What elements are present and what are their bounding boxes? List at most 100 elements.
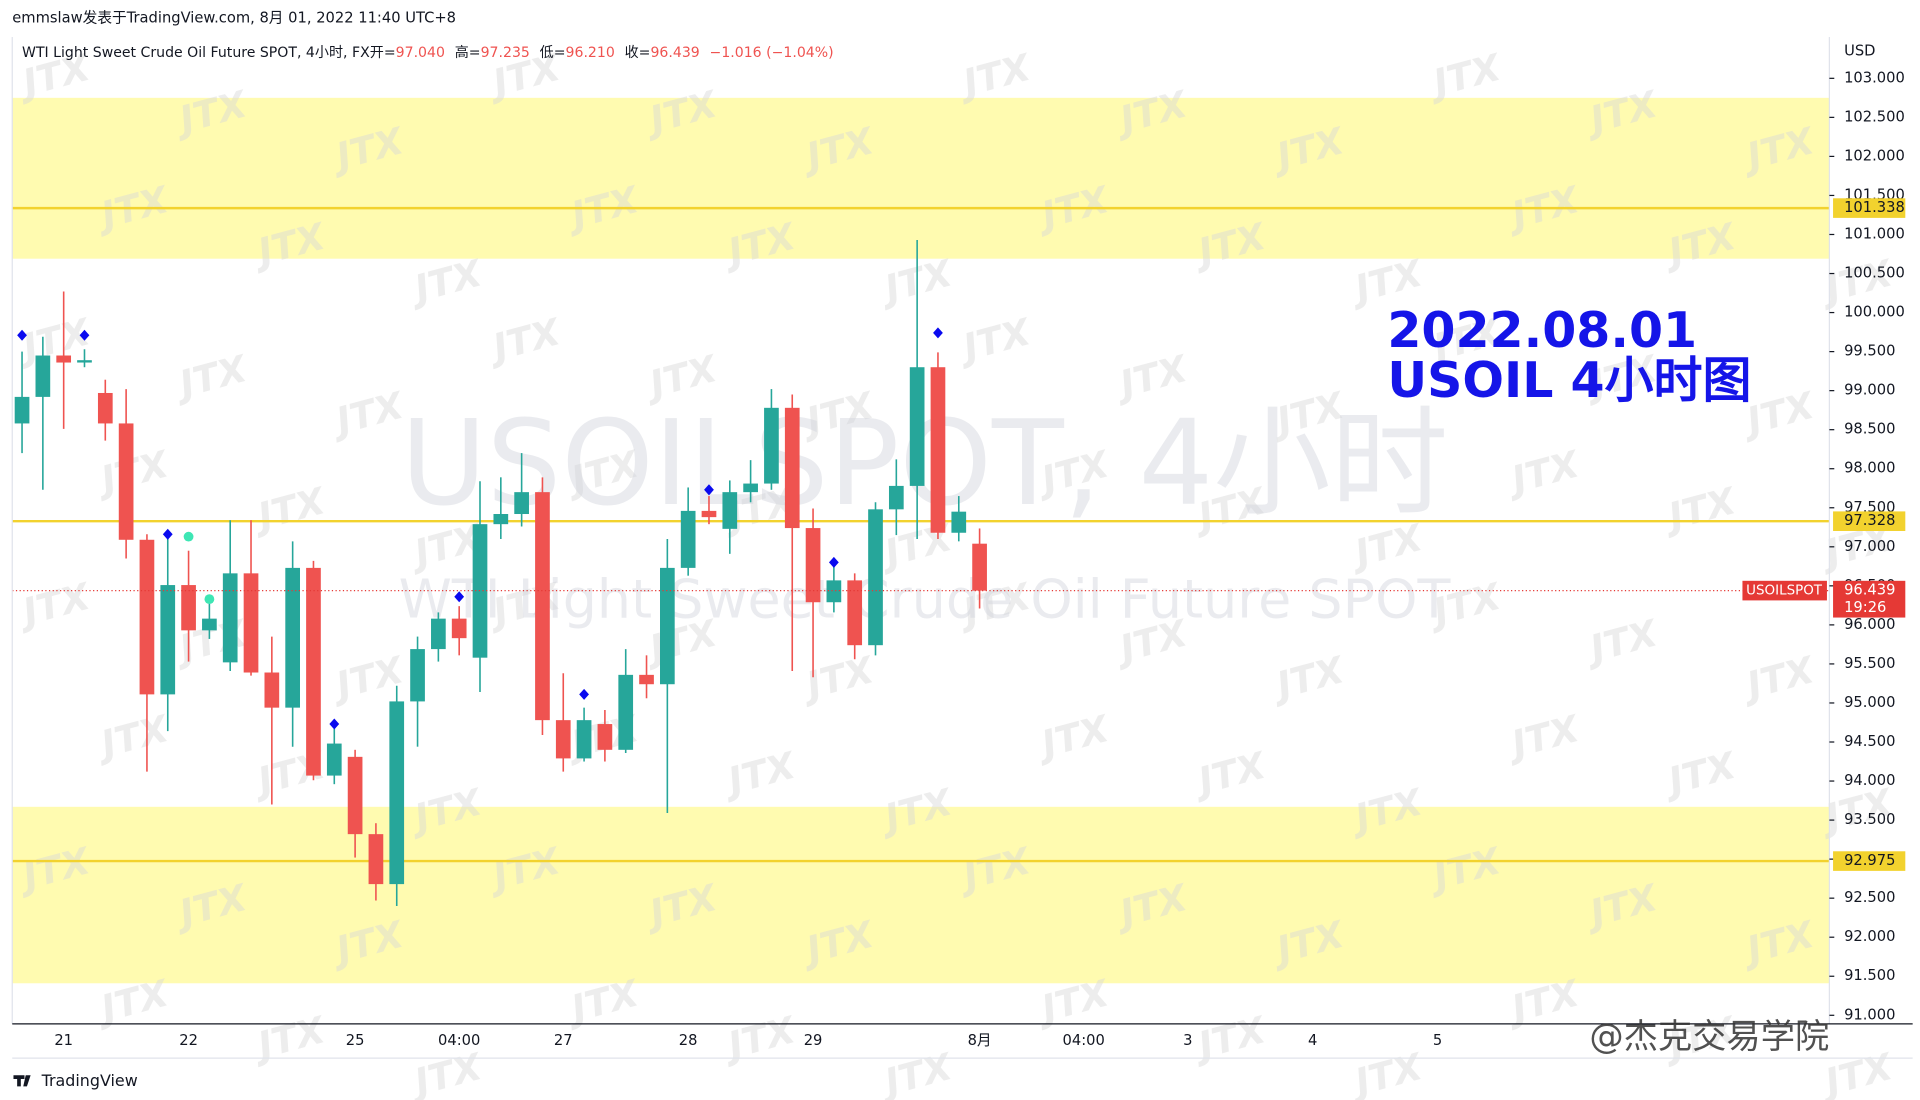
candle-body xyxy=(264,672,280,708)
candle-body xyxy=(222,573,238,663)
candle-body xyxy=(306,567,321,776)
candle-body xyxy=(202,618,217,631)
candle-body xyxy=(77,360,92,363)
legend-label: 收= xyxy=(625,45,651,61)
footer-brand: TradingView xyxy=(41,1071,138,1090)
candle-body xyxy=(368,834,384,885)
legend-value: 97.040 xyxy=(396,45,445,61)
x-tick-label: 21 xyxy=(54,1032,73,1049)
y-tick-label: 100.500 xyxy=(1844,265,1905,282)
candle-body xyxy=(743,483,758,493)
x-tick-label: 28 xyxy=(679,1032,698,1049)
legend-value: 96.439 xyxy=(650,45,699,61)
level-label: 97.328 xyxy=(1844,512,1895,529)
x-tick-label: 3 xyxy=(1183,1032,1192,1049)
level-label: 101.338 xyxy=(1844,199,1905,216)
y-tick-label: 95.500 xyxy=(1844,655,1895,672)
signal-marker xyxy=(933,327,943,339)
candle-body xyxy=(784,407,800,529)
candle-body xyxy=(618,674,634,750)
axes: 91.00091.50092.00092.50093.00093.50094.0… xyxy=(54,69,1906,1049)
candle-body xyxy=(118,423,134,540)
legend: WTI Light Sweet Crude Oil Future SPOT, 4… xyxy=(22,44,834,61)
legend-symbol: WTI Light Sweet Crude Oil Future SPOT, 4… xyxy=(22,45,370,61)
legend-value: −1.016 (−1.04%) xyxy=(710,45,834,61)
x-tick-label: 8月 xyxy=(968,1032,992,1049)
candle-body xyxy=(160,585,176,695)
candle-body xyxy=(347,756,363,835)
signal-marker xyxy=(183,531,194,542)
zone xyxy=(12,97,1830,259)
y-tick-label: 98.000 xyxy=(1844,460,1895,477)
y-tick-label: 101.000 xyxy=(1844,225,1905,242)
zone xyxy=(12,806,1830,984)
symbol-tag-bg xyxy=(1742,580,1827,601)
y-tick-label: 91.500 xyxy=(1844,967,1895,984)
countdown: 19:26 xyxy=(1844,599,1886,616)
last-price-label: 96.439 xyxy=(1844,582,1895,599)
level-label-bg xyxy=(1833,851,1906,871)
candle-body xyxy=(930,367,946,533)
signal-marker xyxy=(162,528,173,540)
candle-body xyxy=(243,573,259,673)
zones xyxy=(12,97,1830,984)
signal-marker xyxy=(454,591,465,603)
candle-body xyxy=(451,618,467,639)
x-tick-label: 22 xyxy=(179,1032,198,1049)
x-tick-label: 25 xyxy=(346,1032,365,1049)
y-tick-label: 99.000 xyxy=(1844,382,1895,399)
y-tick-label: 92.000 xyxy=(1844,928,1895,945)
y-tick-label: 91.000 xyxy=(1844,1006,1895,1023)
candle-body xyxy=(535,492,550,721)
candle-body xyxy=(493,514,509,525)
candle-body xyxy=(805,528,821,603)
candle-body xyxy=(14,396,30,424)
x-tick-label: 5 xyxy=(1433,1032,1442,1049)
candle-body xyxy=(35,355,51,397)
annotation: USOIL 4小时图 xyxy=(1387,352,1751,409)
candle-body xyxy=(847,580,863,646)
y-tick-label: 98.500 xyxy=(1844,421,1895,438)
tv-logo xyxy=(13,1075,31,1087)
candle-body xyxy=(181,585,196,631)
candle-body xyxy=(285,567,300,708)
y-tick-label: 103.000 xyxy=(1844,69,1905,86)
level-label-bg xyxy=(1833,511,1906,531)
signal-marker xyxy=(828,556,839,568)
candle-body xyxy=(326,743,342,776)
y-tick-label: 99.500 xyxy=(1844,343,1895,360)
y-tick-label: 93.500 xyxy=(1844,811,1895,828)
plot xyxy=(12,206,1830,906)
candle-body xyxy=(410,649,425,702)
candle-body xyxy=(639,674,654,685)
candle-body xyxy=(722,492,738,529)
level-label: 92.975 xyxy=(1844,852,1895,869)
signal-marker xyxy=(704,484,714,496)
candle-body xyxy=(972,543,987,591)
candle-body xyxy=(576,720,592,759)
candle-body xyxy=(97,392,113,424)
candle-body xyxy=(826,580,842,603)
legend-label: 开= xyxy=(370,45,396,61)
candle-body xyxy=(868,509,883,646)
y-tick-label: 97.000 xyxy=(1844,538,1895,555)
watermark-title: USOILSPOT, 4小时 xyxy=(401,395,1449,532)
header-text: emmslaw发表于TradingView.com, 8月 01, 2022 1… xyxy=(12,10,456,27)
candle-body xyxy=(597,724,613,750)
candle-body xyxy=(514,492,529,515)
y-tick-label: 94.000 xyxy=(1844,772,1895,789)
candle-body xyxy=(389,701,405,885)
candle-body xyxy=(764,407,779,484)
y-tick-label: 100.000 xyxy=(1844,304,1905,321)
candle-body xyxy=(951,511,967,533)
candle-body xyxy=(888,485,904,510)
candle-body xyxy=(680,510,696,568)
legend-label: 低= xyxy=(540,45,566,61)
symbol-tag: USOILSPOT xyxy=(1746,584,1823,599)
signal-marker xyxy=(329,718,340,730)
candle-body xyxy=(660,567,675,685)
legend-label: 高= xyxy=(455,44,481,61)
level-label-bg xyxy=(1833,198,1906,218)
